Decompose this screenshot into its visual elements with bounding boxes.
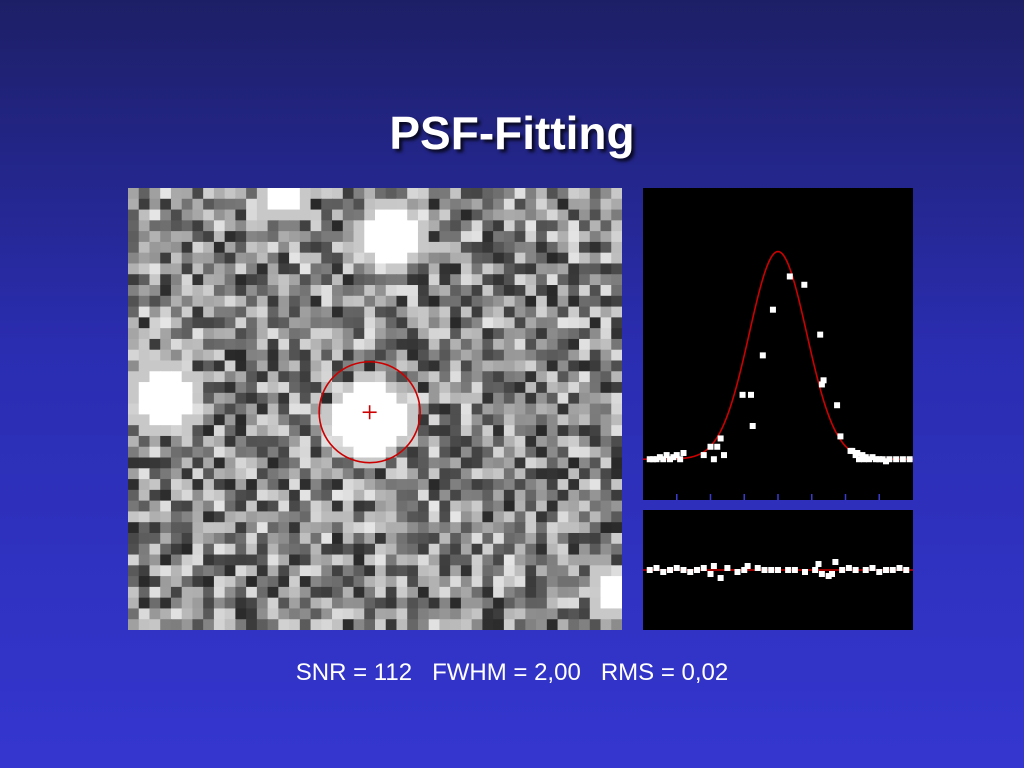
data-point (862, 454, 869, 461)
data-point (845, 565, 852, 571)
data-point (677, 456, 684, 463)
data-point (839, 567, 846, 573)
star-image-panel (128, 188, 622, 630)
psf-fit-plot (643, 188, 913, 500)
data-point (724, 565, 731, 571)
data-point (734, 569, 741, 575)
data-point (852, 567, 859, 573)
rms-value: RMS = 0,02 (600, 659, 729, 686)
data-point (786, 273, 793, 280)
data-point (791, 567, 798, 573)
data-point (879, 456, 886, 463)
residual-canvas (643, 559, 913, 581)
data-point (869, 565, 876, 571)
data-point (802, 569, 808, 575)
data-point (748, 391, 754, 398)
data-point (872, 456, 879, 463)
data-point (717, 575, 724, 581)
data-point (869, 454, 876, 461)
aperture-circle (318, 360, 421, 464)
data-point (761, 567, 768, 573)
data-point (653, 456, 660, 463)
data-point (759, 352, 766, 359)
psf-fit-canvas (643, 250, 913, 500)
data-point (906, 456, 913, 463)
data-point (741, 567, 748, 573)
data-point (849, 447, 856, 454)
data-point (886, 456, 893, 463)
data-point (646, 567, 653, 573)
data-point (866, 456, 873, 463)
data-point (825, 573, 832, 579)
data-point (680, 567, 687, 573)
residual-plot (643, 510, 913, 630)
data-point (832, 559, 839, 565)
fwhm-value: FWHM = 2,00 (432, 659, 581, 686)
data-point (817, 331, 824, 338)
data-point (769, 306, 776, 313)
data-point (812, 567, 819, 573)
slide-title: PSF-Fitting (389, 107, 635, 159)
data-point (646, 456, 653, 463)
data-point (670, 454, 677, 461)
pixel-grid (128, 188, 622, 630)
data-point (876, 456, 883, 463)
data-point (714, 443, 721, 450)
data-point (680, 450, 687, 456)
data-point (673, 452, 680, 459)
data-point (834, 402, 841, 409)
data-point (663, 452, 670, 459)
data-point (768, 567, 775, 573)
data-point (739, 391, 746, 398)
data-point (818, 381, 825, 388)
data-point (660, 569, 667, 575)
data-point (687, 569, 694, 575)
data-point (876, 569, 883, 575)
data-point (721, 452, 727, 459)
fit-statistics: SNR = 112 FWHM = 2,00 RMS = 0,02 (0, 659, 1024, 687)
data-point (899, 456, 906, 463)
data-point (893, 456, 900, 463)
data-point (883, 458, 889, 465)
data-point (820, 377, 827, 384)
data-point (660, 456, 667, 463)
data-point (754, 565, 761, 571)
data-point (775, 567, 781, 573)
data-point (859, 452, 866, 459)
data-point (801, 281, 808, 288)
data-point (862, 567, 869, 573)
data-point (744, 563, 751, 569)
data-point (818, 571, 825, 577)
data-point (650, 456, 657, 463)
data-point (883, 567, 889, 573)
snr-value: SNR = 112 (295, 659, 413, 686)
data-point (700, 452, 707, 459)
fit-line (643, 250, 913, 461)
data-point (710, 456, 717, 463)
data-point (749, 423, 756, 429)
data-point (903, 567, 910, 573)
data-point (785, 567, 792, 573)
data-point (700, 565, 707, 571)
data-point (889, 567, 896, 573)
data-point (856, 456, 862, 463)
data-point (717, 435, 724, 442)
data-point (815, 561, 822, 567)
data-point (673, 565, 680, 571)
data-point (667, 456, 673, 463)
data-point (837, 433, 844, 440)
data-point (710, 563, 717, 569)
data-point (656, 454, 663, 461)
data-point (707, 571, 714, 577)
data-point (653, 565, 660, 571)
data-point (667, 567, 673, 573)
data-point (694, 567, 700, 573)
data-point (829, 571, 835, 577)
data-point (707, 443, 714, 450)
star-image-canvas (128, 188, 622, 630)
data-point (854, 450, 861, 456)
data-point (896, 565, 903, 571)
